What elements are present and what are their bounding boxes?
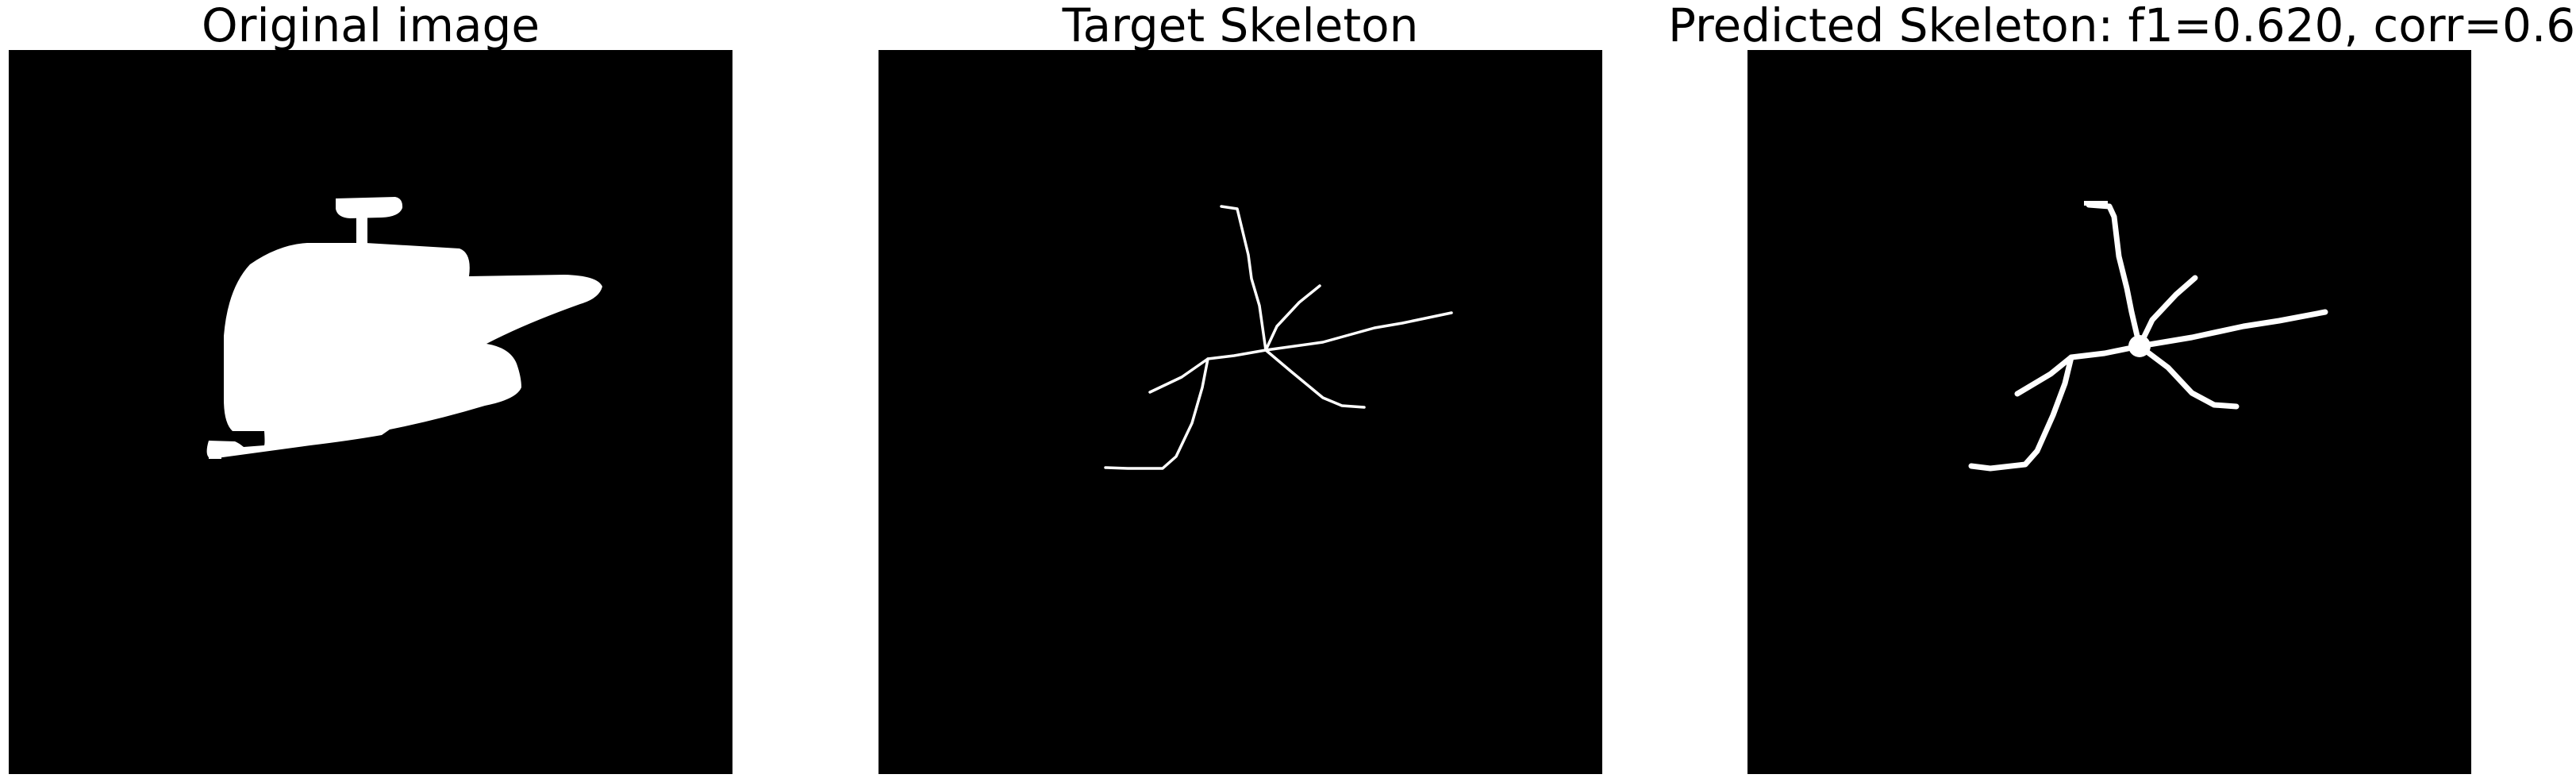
target-skeleton-image	[879, 50, 1602, 774]
panel-title-original: Original image	[201, 0, 540, 52]
panel-title-target: Target Skeleton	[1062, 0, 1419, 52]
panel-target: Target Skeleton	[879, 0, 1602, 782]
target-skeleton	[879, 50, 1602, 774]
panel-title-predicted: Predicted Skeleton: f1=0.620, corr=0.667	[1668, 0, 2576, 52]
predicted-skeleton-image	[1747, 50, 2471, 774]
original-mask	[9, 50, 732, 774]
predicted-skeleton	[1747, 50, 2471, 774]
original-image	[9, 50, 732, 774]
panel-original: Original image	[9, 0, 732, 782]
panel-predicted: Predicted Skeleton: f1=0.620, corr=0.667	[1668, 0, 2576, 782]
